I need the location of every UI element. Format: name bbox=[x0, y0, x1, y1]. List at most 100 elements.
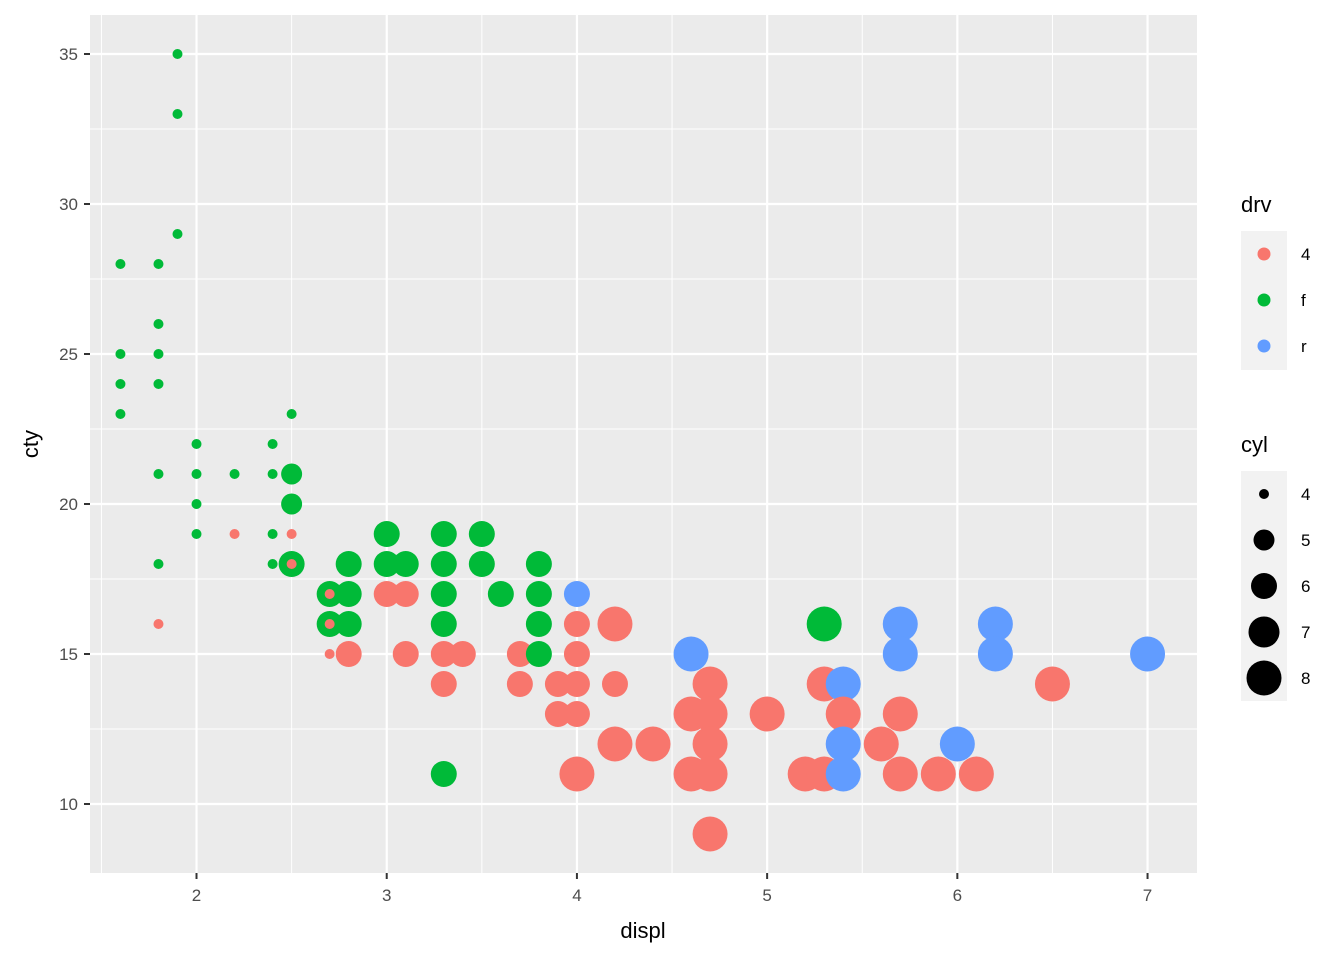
data-point bbox=[692, 816, 728, 852]
data-point bbox=[525, 551, 552, 577]
data-point bbox=[692, 696, 728, 732]
data-point bbox=[635, 726, 671, 762]
x-tick-label: 4 bbox=[572, 886, 581, 905]
data-point bbox=[825, 666, 861, 702]
y-tick-label: 10 bbox=[59, 795, 78, 814]
y-tick-label: 15 bbox=[59, 645, 78, 664]
data-points bbox=[115, 49, 1166, 852]
data-point bbox=[172, 109, 183, 119]
data-point bbox=[153, 319, 164, 329]
legend-drv-key bbox=[1257, 247, 1271, 261]
data-point bbox=[597, 726, 633, 762]
legend-drv-label: 4 bbox=[1301, 245, 1310, 264]
data-point bbox=[392, 581, 419, 607]
y-tick-label: 20 bbox=[59, 495, 78, 514]
data-point bbox=[863, 726, 899, 762]
legend-cyl-key bbox=[1259, 489, 1269, 499]
data-point bbox=[597, 606, 633, 642]
data-point bbox=[115, 409, 126, 419]
data-point bbox=[920, 756, 956, 792]
data-point bbox=[229, 469, 240, 479]
data-point bbox=[749, 696, 785, 732]
data-point bbox=[115, 259, 126, 269]
legend-drv-key bbox=[1257, 293, 1271, 307]
data-point bbox=[335, 581, 362, 607]
data-point bbox=[692, 666, 728, 702]
data-point bbox=[430, 671, 457, 697]
legend-drv-label: r bbox=[1301, 337, 1307, 356]
data-point bbox=[563, 641, 590, 667]
data-point bbox=[559, 756, 595, 792]
data-point bbox=[191, 529, 202, 539]
x-axis-title: displ bbox=[620, 918, 665, 943]
data-point bbox=[153, 379, 164, 389]
data-point bbox=[601, 671, 628, 697]
data-point bbox=[172, 229, 183, 239]
legend-cyl-title: cyl bbox=[1241, 432, 1268, 457]
data-point bbox=[430, 641, 457, 667]
data-point bbox=[825, 756, 861, 792]
data-point bbox=[229, 529, 240, 539]
data-point bbox=[191, 469, 202, 479]
data-point bbox=[692, 726, 728, 762]
data-point bbox=[692, 756, 728, 792]
data-point bbox=[373, 581, 400, 607]
data-point bbox=[825, 726, 861, 762]
data-point bbox=[430, 551, 457, 577]
x-tick-label: 7 bbox=[1143, 886, 1152, 905]
x-axis: 2 3 4 5 6 7 bbox=[192, 873, 1152, 905]
data-point bbox=[153, 349, 164, 359]
data-point bbox=[806, 606, 842, 642]
data-point bbox=[430, 761, 457, 787]
legend-drv: drv 4 f r bbox=[1241, 192, 1310, 370]
x-tick-label: 5 bbox=[762, 886, 771, 905]
data-point bbox=[267, 439, 278, 449]
legend-cyl-label: 5 bbox=[1301, 531, 1310, 550]
data-point bbox=[324, 619, 335, 629]
data-point bbox=[977, 636, 1013, 672]
data-point bbox=[286, 409, 297, 419]
data-point bbox=[153, 259, 164, 269]
data-point bbox=[468, 521, 495, 547]
data-point bbox=[525, 611, 552, 637]
legend-cyl-label: 7 bbox=[1301, 623, 1310, 642]
data-point bbox=[563, 611, 590, 637]
data-point bbox=[882, 636, 918, 672]
y-axis-title: cty bbox=[18, 430, 43, 458]
legend-cyl-label: 4 bbox=[1301, 485, 1310, 504]
data-point bbox=[468, 551, 495, 577]
legend-cyl-key bbox=[1251, 573, 1277, 599]
data-point bbox=[882, 756, 918, 792]
data-point bbox=[172, 49, 183, 59]
data-point bbox=[1034, 666, 1070, 702]
data-point bbox=[487, 581, 514, 607]
y-tick-label: 35 bbox=[59, 45, 78, 64]
legend-cyl-label: 6 bbox=[1301, 577, 1310, 596]
data-point bbox=[544, 701, 571, 727]
data-point bbox=[267, 469, 278, 479]
data-point bbox=[191, 499, 202, 509]
legend-drv-label: f bbox=[1301, 291, 1306, 310]
data-point bbox=[191, 439, 202, 449]
data-point bbox=[673, 636, 709, 672]
data-point bbox=[153, 619, 164, 629]
y-axis: 10 15 20 25 30 35 bbox=[59, 45, 90, 814]
x-tick-label: 6 bbox=[953, 886, 962, 905]
legend-drv-title: drv bbox=[1241, 192, 1272, 217]
data-point bbox=[430, 611, 457, 637]
legend-cyl-key bbox=[1248, 616, 1280, 648]
legend-drv-key bbox=[1257, 339, 1271, 353]
data-point bbox=[267, 529, 278, 539]
data-point bbox=[335, 641, 362, 667]
data-point bbox=[449, 641, 476, 667]
data-point bbox=[281, 493, 303, 515]
data-point bbox=[430, 521, 457, 547]
data-point bbox=[281, 463, 303, 485]
data-point bbox=[373, 551, 400, 577]
legend-cyl-key bbox=[1253, 529, 1275, 551]
data-point bbox=[544, 671, 571, 697]
data-point bbox=[525, 581, 552, 607]
data-point bbox=[563, 701, 590, 727]
data-point bbox=[335, 551, 362, 577]
